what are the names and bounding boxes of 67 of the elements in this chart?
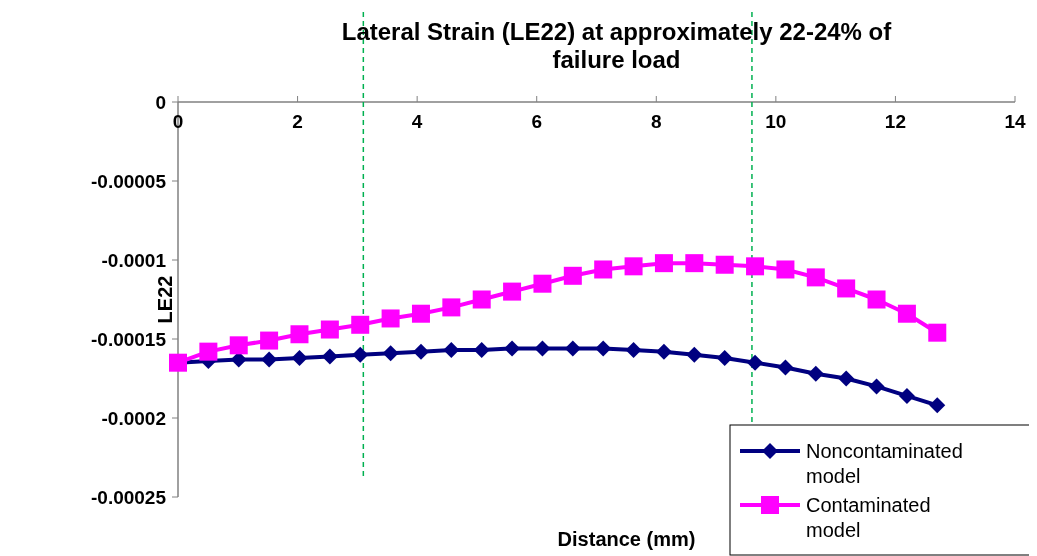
- y-axis-title: LE22: [154, 275, 176, 324]
- point: [806, 268, 825, 287]
- y-tick-label: -0.00005: [90, 170, 167, 192]
- point: [898, 387, 915, 404]
- point: [625, 342, 642, 359]
- legend-label: Contaminated model: [806, 494, 931, 541]
- point: [381, 309, 400, 328]
- x-tick-label: 10: [765, 111, 787, 132]
- point: [928, 323, 947, 342]
- point: [261, 351, 278, 368]
- point: [504, 340, 521, 357]
- point: [655, 343, 672, 360]
- point: [320, 320, 339, 339]
- y-tick-label: -0.0001: [101, 249, 167, 271]
- x-tick-label: 8: [651, 111, 662, 132]
- point: [746, 257, 765, 276]
- point: [534, 340, 551, 357]
- x-tick-label: 12: [884, 111, 906, 132]
- y-tick-label: 0: [155, 91, 166, 113]
- point: [715, 255, 734, 274]
- point: [564, 340, 581, 357]
- point: [838, 370, 855, 387]
- point: [412, 343, 429, 360]
- point: [290, 325, 309, 344]
- x-tick-label: 14: [1004, 111, 1026, 132]
- point: [776, 260, 795, 279]
- y-tick-label: -0.00025: [90, 486, 167, 508]
- point: [716, 349, 733, 366]
- x-tick-label: 6: [531, 111, 542, 132]
- point: [563, 266, 582, 285]
- point: [747, 354, 764, 371]
- point: [199, 342, 218, 361]
- point: [260, 331, 279, 350]
- point: [897, 304, 916, 323]
- point: [321, 348, 338, 365]
- point: [624, 257, 643, 276]
- point: [503, 282, 522, 301]
- chart-title: Lateral Strain (LE22) at approximately 22-24% of failure load: [341, 18, 893, 73]
- point: [352, 346, 369, 363]
- x-tick-label: 2: [292, 111, 303, 132]
- point: [443, 342, 460, 359]
- point: [382, 345, 399, 362]
- point: [868, 378, 885, 395]
- point: [837, 279, 856, 298]
- point: [685, 254, 704, 273]
- point: [686, 346, 703, 363]
- point: [411, 304, 430, 323]
- point: [533, 274, 552, 293]
- x-axis-title: Distance (mm): [557, 528, 696, 550]
- y-tick-label: -0.00015: [90, 328, 167, 350]
- point: [472, 290, 491, 309]
- point: [595, 340, 612, 357]
- point: [442, 298, 461, 317]
- point: [229, 336, 248, 355]
- point: [473, 342, 490, 359]
- point: [929, 397, 946, 414]
- x-tick-label: 4: [411, 111, 423, 132]
- point: [807, 365, 824, 382]
- point: [351, 315, 370, 334]
- x-tick-label: 0: [172, 111, 184, 132]
- point: [291, 349, 308, 366]
- legend-label: Noncontaminated model: [806, 440, 963, 487]
- point: [594, 260, 613, 279]
- point: [654, 254, 673, 273]
- point: [867, 290, 886, 309]
- point: [777, 359, 794, 376]
- y-tick-label: -0.0002: [101, 407, 166, 429]
